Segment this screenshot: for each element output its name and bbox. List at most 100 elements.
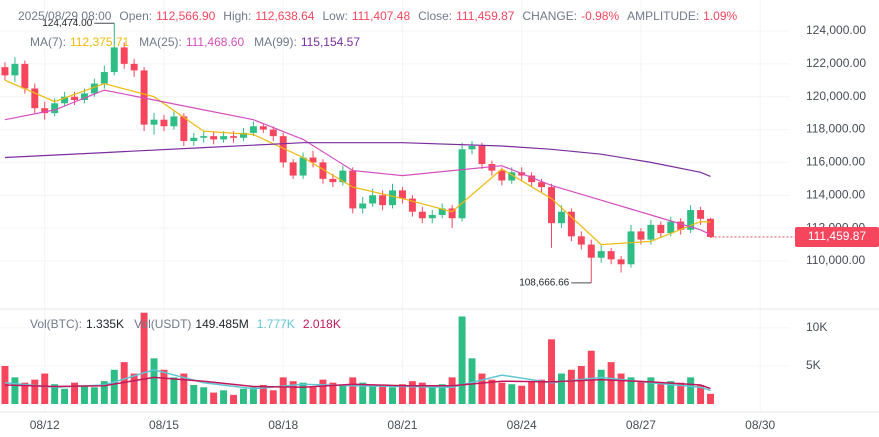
candle-body <box>697 210 705 219</box>
volume-bar <box>418 382 426 404</box>
candle-body <box>528 175 536 183</box>
legend-text: 111,468.60 <box>186 35 245 49</box>
candle-body <box>567 211 575 237</box>
legend-text: 112,638.64 <box>255 9 314 23</box>
candle-body <box>577 236 585 245</box>
candle-body <box>627 231 635 265</box>
candle-body <box>61 96 69 104</box>
candle-body <box>687 210 695 230</box>
volume-bar <box>140 312 148 404</box>
legend-text: 1.335K <box>86 317 124 331</box>
candle-body <box>657 224 665 234</box>
candle-body <box>259 126 267 130</box>
volume-bar <box>90 387 98 404</box>
candle-body <box>90 83 98 94</box>
candle-body <box>299 157 307 176</box>
candle-body <box>478 145 486 165</box>
candle-body <box>1 67 9 76</box>
candle-body <box>150 119 158 125</box>
volume-bar <box>428 385 436 404</box>
x-tick-label: 08/12 <box>30 418 60 432</box>
candle-body <box>279 136 287 163</box>
candle-body <box>398 190 406 199</box>
x-tick-label: 08/21 <box>387 418 417 432</box>
candle-body <box>458 149 466 219</box>
volume-bar <box>498 382 506 404</box>
candle-body <box>498 170 506 181</box>
ma-legend: MA(7): 112,375.71 MA(25): 111,468.60 MA(99):… <box>30 35 360 49</box>
candle-body <box>230 136 237 138</box>
volume-bar <box>339 385 347 404</box>
volume-bar <box>557 373 565 404</box>
volume-bar <box>319 379 327 404</box>
volume-bar <box>359 382 367 404</box>
volume-bar <box>518 385 526 404</box>
volume-bar <box>567 369 575 404</box>
volume-bar <box>1 365 9 404</box>
candle-body <box>428 214 436 219</box>
volume-bar <box>379 385 387 404</box>
volume-bar <box>438 384 446 404</box>
volume-bar <box>408 381 416 404</box>
header: 2025/08/29 08:00 Open: 112,566.90 High: 112,… <box>18 9 738 23</box>
volume-bar <box>71 382 79 404</box>
candle-body <box>339 170 347 183</box>
candle-body <box>11 63 19 76</box>
volume-bar <box>458 316 466 404</box>
volume-bar <box>607 362 615 404</box>
volume-bar <box>150 358 158 404</box>
volume-bar <box>389 387 396 404</box>
volume-bar <box>100 381 108 404</box>
candle-body <box>468 145 476 150</box>
volume-bar <box>349 377 357 404</box>
candle-body <box>607 251 615 260</box>
candle-body <box>249 126 257 133</box>
volume-bar <box>597 369 605 404</box>
candle-body <box>637 231 645 240</box>
legend-text: 149.485M <box>195 317 248 331</box>
candle-body <box>309 157 317 163</box>
legend-text: Low: <box>322 9 347 23</box>
volume-bar <box>677 382 685 404</box>
volume-bar <box>110 369 118 404</box>
candle-body <box>448 208 456 219</box>
last-price-badge <box>795 227 879 248</box>
volume-bar <box>41 373 49 404</box>
volume-bar <box>61 388 69 404</box>
x-tick-label: 08/27 <box>626 418 656 432</box>
y-tick-label: 124,000.00 <box>806 23 866 37</box>
candle-body <box>329 178 337 183</box>
candle-body <box>21 63 29 89</box>
candle-body <box>71 96 79 100</box>
candle-body <box>160 119 168 127</box>
volume-bar <box>21 382 29 404</box>
candle-body <box>31 88 39 109</box>
volume-bar <box>647 377 655 404</box>
legend-text: MA(99): <box>254 35 297 49</box>
last-price-label: 111,459.87 <box>808 229 867 243</box>
volume-bar <box>707 393 714 404</box>
volume-bar <box>398 384 406 404</box>
y-tick-label: 118,000.00 <box>806 122 865 136</box>
candle-body <box>319 162 327 179</box>
volume-bar <box>687 377 695 404</box>
legend-text: 111,459.87 <box>456 9 515 23</box>
candle-body <box>120 47 128 64</box>
x-tick-label: 08/30 <box>745 418 775 432</box>
ma-line <box>4 376 711 390</box>
legend-text: 112,375.71 <box>70 35 129 49</box>
candle-body <box>389 190 396 206</box>
y-tick-label: 10K <box>806 320 827 334</box>
volume-bar <box>220 390 228 404</box>
y-tick-label: 5K <box>806 358 821 372</box>
ma-line <box>4 79 711 246</box>
volume-bar <box>239 388 247 404</box>
volume-bar <box>538 379 546 404</box>
candle-body <box>180 116 188 142</box>
candle-body <box>369 195 377 204</box>
candle-body <box>80 93 88 100</box>
legend-text: MA(25): <box>139 35 182 49</box>
volume-bar <box>577 365 585 404</box>
volume-bar <box>160 369 168 404</box>
volume-bar <box>468 358 476 404</box>
